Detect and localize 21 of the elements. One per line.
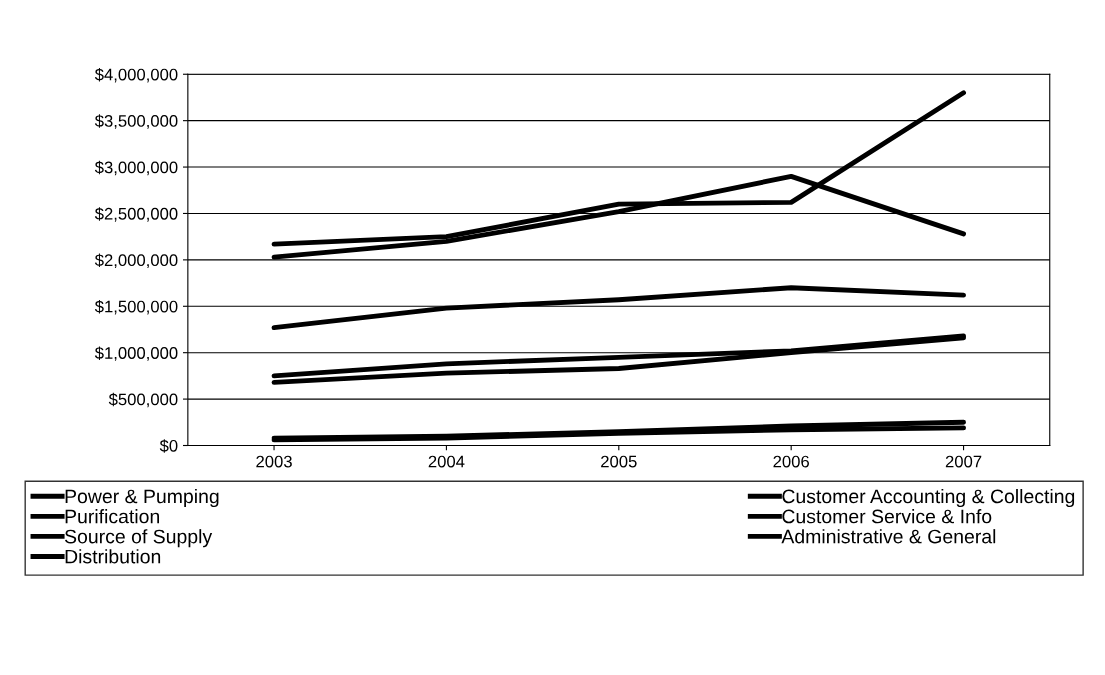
y-tick-label: $2,000,000 [94,253,178,269]
y-tick-label: $1,500,000 [94,299,178,315]
x-tick-label: 2006 [773,455,809,468]
legend-label: Source of Supply [64,529,213,548]
legend-label: Purification [65,509,160,524]
x-tick-label: 2004 [428,455,465,468]
legend-label: Customer Service & Info [782,509,992,524]
x-tick-label: 2005 [601,455,637,468]
y-tick-label: $2,500,000 [94,207,178,222]
x-tick-label: 2007 [945,455,982,468]
y-tick-label: $1,000,000 [94,346,178,361]
y-tick-label: $3,000,000 [94,160,178,176]
legend-label: Distribution [65,549,161,564]
legend-label: Power & Pumping [65,488,219,508]
x-tick-label: 2003 [256,455,292,468]
y-tick-label: $500,000 [108,392,178,408]
y-tick-label: $3,500,000 [94,114,178,129]
y-tick-label: $4,000,000 [94,67,178,83]
legend-label: Customer Accounting & Collecting [782,488,1075,508]
legend-label: Administrative & General [781,529,996,544]
y-tick-label: $0 [159,439,178,453]
